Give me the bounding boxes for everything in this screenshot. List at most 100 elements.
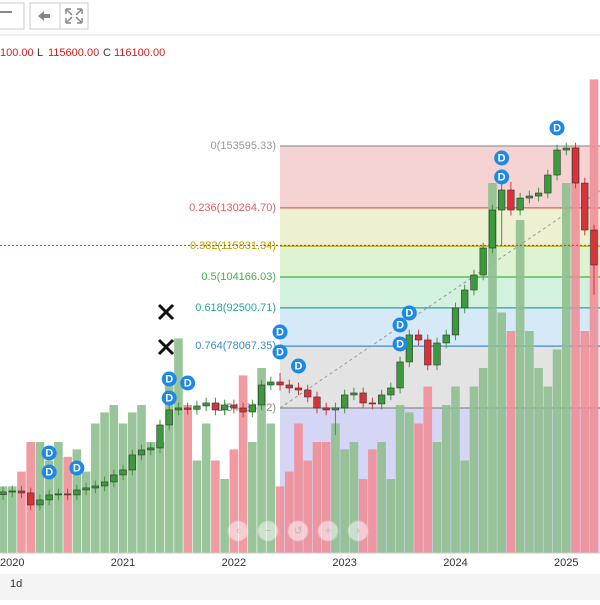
volume-bar: [63, 456, 72, 553]
nav-button[interactable]: ›: [347, 520, 369, 542]
dividend-label: D: [165, 392, 173, 404]
interval[interactable]: 1d: [10, 578, 22, 590]
candle-body: [294, 387, 303, 391]
dividend-label: D: [45, 447, 53, 459]
drawing-tool-mark[interactable]: [157, 303, 175, 356]
candle-body: [498, 189, 506, 211]
volume-bar: [478, 368, 488, 553]
nav-circle: [347, 520, 369, 542]
nav-circle: [317, 520, 339, 542]
nav-button[interactable]: +: [317, 520, 339, 542]
fib-band: [280, 207, 600, 247]
info-low: 115600.00: [48, 47, 99, 59]
menu-button[interactable]: [0, 2, 25, 30]
candle-body: [239, 407, 247, 413]
candle-body: [304, 389, 312, 398]
dividend-label: D: [498, 171, 506, 183]
candle-body: [516, 197, 524, 211]
dividend-label: D: [396, 319, 404, 331]
dividend-label: D: [295, 360, 303, 372]
candle-body: [257, 384, 266, 406]
candle-body: [193, 405, 201, 410]
dividend-label: D: [73, 462, 81, 474]
volume-bar: [451, 386, 460, 553]
volume-bar: [571, 146, 580, 553]
dividend-marker: [161, 371, 177, 387]
candle-body: [414, 334, 423, 341]
volume-bar: [248, 442, 257, 553]
volume-bar: [275, 486, 285, 553]
volume-bar: [580, 331, 590, 553]
volume-bar: [331, 423, 340, 553]
volume-bar: [368, 449, 377, 553]
dividend-marker: [272, 324, 288, 340]
volume-bar: [303, 460, 313, 553]
dividend-marker: [291, 358, 306, 374]
candle-body: [230, 404, 238, 409]
dividend-label: D: [553, 122, 561, 134]
nav-button[interactable]: ↺: [287, 520, 309, 542]
candle-body: [341, 394, 349, 409]
candle-body: [507, 189, 515, 211]
candle-body: [488, 209, 497, 249]
volume-bar: [229, 449, 239, 553]
candle-body: [165, 409, 173, 426]
volume-bar: [552, 349, 562, 553]
dividend-marker: [494, 150, 510, 166]
volume-bar: [460, 460, 470, 553]
volume-bar: [506, 331, 516, 553]
candle-body: [562, 147, 570, 151]
candle-body: [267, 381, 275, 386]
volume-bar: [358, 479, 368, 553]
volume-bar: [146, 442, 156, 553]
candle-body: [479, 247, 487, 276]
volume-bar: [488, 183, 497, 553]
candle-body: [221, 404, 229, 411]
candle-body: [405, 334, 413, 363]
candle-body: [36, 499, 44, 506]
toolbar-buttons[interactable]: [0, 2, 89, 30]
fib-label: 0.382(115831.34): [190, 240, 276, 252]
info-close: 116100.00: [114, 47, 165, 59]
undo-icon[interactable]: [38, 11, 50, 21]
volume-bar: [294, 423, 303, 553]
volume-bar: [349, 442, 359, 553]
volume-bar: [137, 405, 146, 553]
fib-label: 0(153595.33): [211, 140, 276, 152]
fullscreen-icon: [65, 8, 83, 24]
volume-bar: [525, 331, 534, 553]
volume-bar: [127, 412, 137, 553]
volume-bar: [321, 442, 331, 553]
fullscreen-button[interactable]: [59, 2, 89, 30]
nav-button[interactable]: ‹: [227, 520, 249, 542]
fib-band: [280, 146, 600, 208]
candle-body: [433, 342, 441, 366]
volume-bar: [395, 405, 405, 553]
volume-bar: [220, 479, 229, 553]
candle-body: [368, 402, 376, 405]
volume-bar: [201, 423, 211, 553]
nav-icon: ›: [356, 525, 360, 537]
volume-bar: [72, 449, 82, 553]
volume-bar: [561, 183, 571, 553]
nav-button[interactable]: −: [257, 520, 279, 542]
volume-bar: [17, 471, 26, 553]
candle-body: [322, 407, 330, 411]
volume-bar: [284, 471, 294, 553]
candle-body: [54, 493, 63, 496]
dividend-marker: [272, 344, 288, 360]
candle-body: [147, 447, 155, 451]
dividend-marker: [549, 120, 565, 136]
candle-body: [424, 339, 432, 366]
candle-body: [553, 149, 561, 176]
dividend-label: D: [405, 307, 413, 319]
dividend-marker: [161, 390, 177, 406]
volume-bar: [469, 386, 479, 553]
candle-body: [313, 396, 321, 409]
x-tick-label: 2024: [443, 557, 467, 569]
candle-body: [73, 489, 81, 496]
dividend-marker: [494, 169, 510, 185]
info-close-key: C: [103, 47, 111, 59]
dividend-label: D: [498, 152, 506, 164]
x-tick-label: 2021: [111, 557, 135, 569]
